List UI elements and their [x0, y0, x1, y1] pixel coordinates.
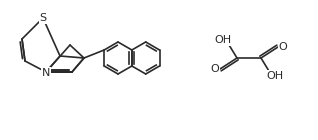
Text: OH: OH [266, 71, 284, 81]
Text: S: S [39, 13, 46, 23]
Text: O: O [211, 64, 219, 74]
Text: OH: OH [214, 35, 232, 45]
Text: N: N [42, 68, 50, 78]
Text: O: O [279, 42, 287, 52]
